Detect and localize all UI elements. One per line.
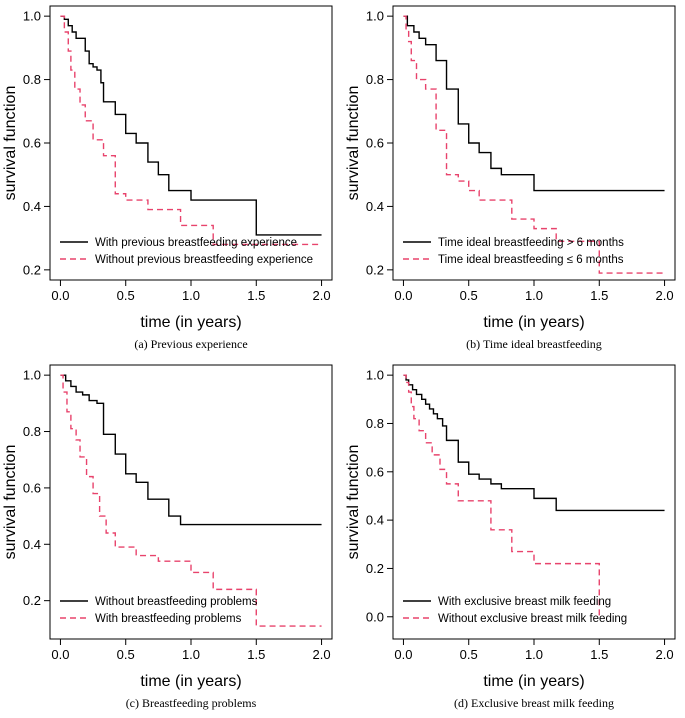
y-tick-label: 1.0 — [23, 9, 41, 24]
y-tick-label: 0.2 — [366, 561, 384, 576]
series-line-dashed — [403, 374, 600, 617]
y-tick-label: 0.2 — [23, 262, 41, 277]
series-line-solid — [60, 15, 322, 236]
legend-label: Time ideal breastfeeding > 6 months — [438, 237, 624, 249]
figure-caption: (d) Exclusive breast milk feeding — [454, 696, 614, 710]
y-tick-label: 0.8 — [23, 424, 41, 439]
y-tick-label: 0.6 — [366, 136, 384, 151]
chart-panel-breastfeeding-problems: 0.0 0.5 1.0 1.5 2.0 0.2 0.4 0.6 0.8 1.0 time (in y… — [0, 359, 342, 718]
x-tick-label: 0.5 — [117, 647, 135, 662]
y-tick-label: 0.6 — [23, 480, 41, 495]
x-tick-label: 2.0 — [656, 647, 674, 662]
y-tick-label: 0.2 — [23, 593, 41, 608]
y-tick-label: 0.2 — [366, 262, 384, 277]
y-tick-label: 1.0 — [23, 368, 41, 383]
series-line-solid — [403, 374, 665, 512]
y-tick-label: 0.4 — [23, 199, 41, 214]
figure-caption: (b) Time ideal breastfeeding — [466, 337, 602, 351]
y-tick-label: 1.0 — [366, 9, 384, 24]
x-axis-title: time (in years) — [483, 314, 584, 331]
x-tick-label: 0.0 — [51, 288, 69, 303]
x-tick-label: 2.0 — [313, 288, 331, 303]
x-tick-label: 0.5 — [117, 288, 135, 303]
x-tick-label: 2.0 — [313, 647, 331, 662]
x-tick-label: 0.0 — [51, 647, 69, 662]
x-axis-title: time (in years) — [140, 314, 241, 331]
series-line-dashed — [60, 15, 322, 246]
x-tick-label: 1.5 — [247, 647, 265, 662]
x-tick-label: 1.0 — [525, 288, 543, 303]
y-tick-label: 0.6 — [23, 136, 41, 151]
y-tick-label: 1.0 — [366, 368, 384, 383]
series-line-dashed — [403, 15, 665, 274]
y-tick-label: 0.0 — [366, 609, 384, 624]
legend-label: Without previous breastfeeding experienc… — [95, 254, 313, 266]
chart-panel-previous-experience: 0.0 0.5 1.0 1.5 2.0 0.2 0.4 0.6 0.8 1.0 time (in y… — [0, 0, 342, 359]
x-axis-title: time (in years) — [483, 673, 584, 690]
series-line-solid — [403, 15, 665, 192]
y-axis-title: survival function — [2, 445, 19, 560]
y-tick-label: 0.8 — [23, 72, 41, 87]
figure-caption: (c) Breastfeeding problems — [126, 696, 257, 710]
x-tick-label: 1.5 — [590, 647, 608, 662]
chart-svg: 0.0 0.5 1.0 1.5 2.0 0.0 0.2 0.4 0.6 0.8 1.0 time (i… — [345, 364, 676, 710]
x-tick-label: 2.0 — [656, 288, 674, 303]
x-tick-label: 1.5 — [247, 288, 265, 303]
x-axis-title: time (in years) — [140, 673, 241, 690]
chart-svg: 0.0 0.5 1.0 1.5 2.0 0.2 0.4 0.6 0.8 1.0 time (in y… — [2, 364, 333, 710]
x-tick-label: 1.5 — [590, 288, 608, 303]
x-tick-label: 0.0 — [394, 288, 412, 303]
chart-svg: 0.0 0.5 1.0 1.5 2.0 0.2 0.4 0.6 0.8 1.0 time (in y… — [345, 5, 676, 351]
legend-label: Without exclusive breast milk feeding — [438, 613, 627, 625]
series-line-solid — [60, 374, 322, 526]
series-line-dashed — [60, 374, 322, 627]
figure-caption: (a) Previous experience — [134, 337, 247, 351]
x-tick-label: 1.0 — [525, 647, 543, 662]
chart-svg: 0.0 0.5 1.0 1.5 2.0 0.2 0.4 0.6 0.8 1.0 time (in y… — [2, 5, 333, 351]
y-tick-label: 0.8 — [366, 416, 384, 431]
legend-label: Without breastfeeding problems — [95, 596, 258, 608]
x-tick-label: 1.0 — [182, 288, 200, 303]
y-tick-label: 0.4 — [366, 199, 384, 214]
chart-panel-time-ideal-breastfeeding: 0.0 0.5 1.0 1.5 2.0 0.2 0.4 0.6 0.8 1.0 time (in y… — [343, 0, 685, 359]
x-tick-label: 0.0 — [394, 647, 412, 662]
chart-panel-exclusive-breast-milk: 0.0 0.5 1.0 1.5 2.0 0.0 0.2 0.4 0.6 0.8 1.0 time (i… — [343, 359, 685, 718]
legend-label: Time ideal breastfeeding ≤ 6 months — [438, 254, 624, 266]
legend-label: With previous breastfeeding experience — [95, 237, 297, 249]
legend-label: With breastfeeding problems — [95, 613, 242, 625]
x-tick-label: 0.5 — [460, 647, 478, 662]
x-tick-label: 0.5 — [460, 288, 478, 303]
y-tick-label: 0.6 — [366, 464, 384, 479]
y-tick-label: 0.4 — [23, 537, 41, 552]
legend-label: With exclusive breast milk feeding — [438, 596, 611, 608]
y-axis-title: survival function — [345, 445, 362, 560]
y-axis-title: survival function — [2, 86, 19, 201]
y-tick-label: 0.4 — [366, 513, 384, 528]
y-tick-label: 0.8 — [366, 72, 384, 87]
y-axis-title: survival function — [345, 86, 362, 201]
x-tick-label: 1.0 — [182, 647, 200, 662]
